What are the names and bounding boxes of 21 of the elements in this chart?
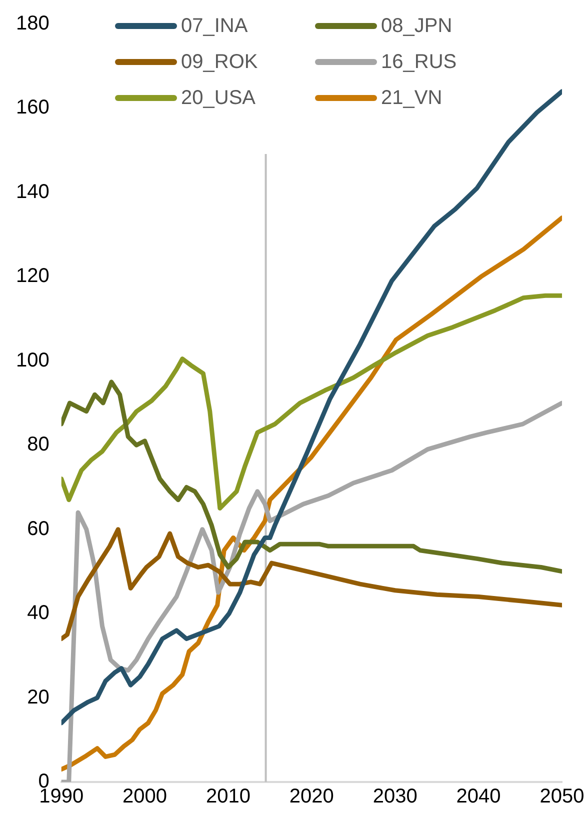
legend-label: 20_USA: [181, 86, 256, 110]
legend-label: 16_RUS: [381, 50, 457, 74]
y-tick-label: 100: [16, 349, 50, 372]
y-tick-label: 160: [16, 96, 50, 119]
x-tick-label: 2030: [372, 786, 418, 808]
y-tick-label: 140: [16, 180, 50, 203]
legend-label: 21_VN: [381, 86, 442, 110]
x-tick-label: 2010: [206, 786, 250, 808]
legend-label: 07_INA: [181, 14, 248, 38]
legend-label: 09_ROK: [181, 50, 258, 74]
x-tick-label: 2040: [456, 786, 501, 808]
x-tick-label: 2000: [122, 786, 168, 808]
y-tick-label: 80: [27, 434, 50, 456]
y-tick-label: 20: [27, 686, 50, 708]
x-tick-label: 2050: [540, 786, 584, 808]
y-tick-label: 180: [16, 12, 50, 35]
x-tick-label: 2020: [289, 786, 334, 808]
y-tick-label: 60: [27, 518, 50, 540]
y-tick-label: 120: [16, 265, 50, 288]
y-tick-label: 40: [27, 602, 50, 624]
legend-label: 08_JPN: [381, 14, 452, 38]
